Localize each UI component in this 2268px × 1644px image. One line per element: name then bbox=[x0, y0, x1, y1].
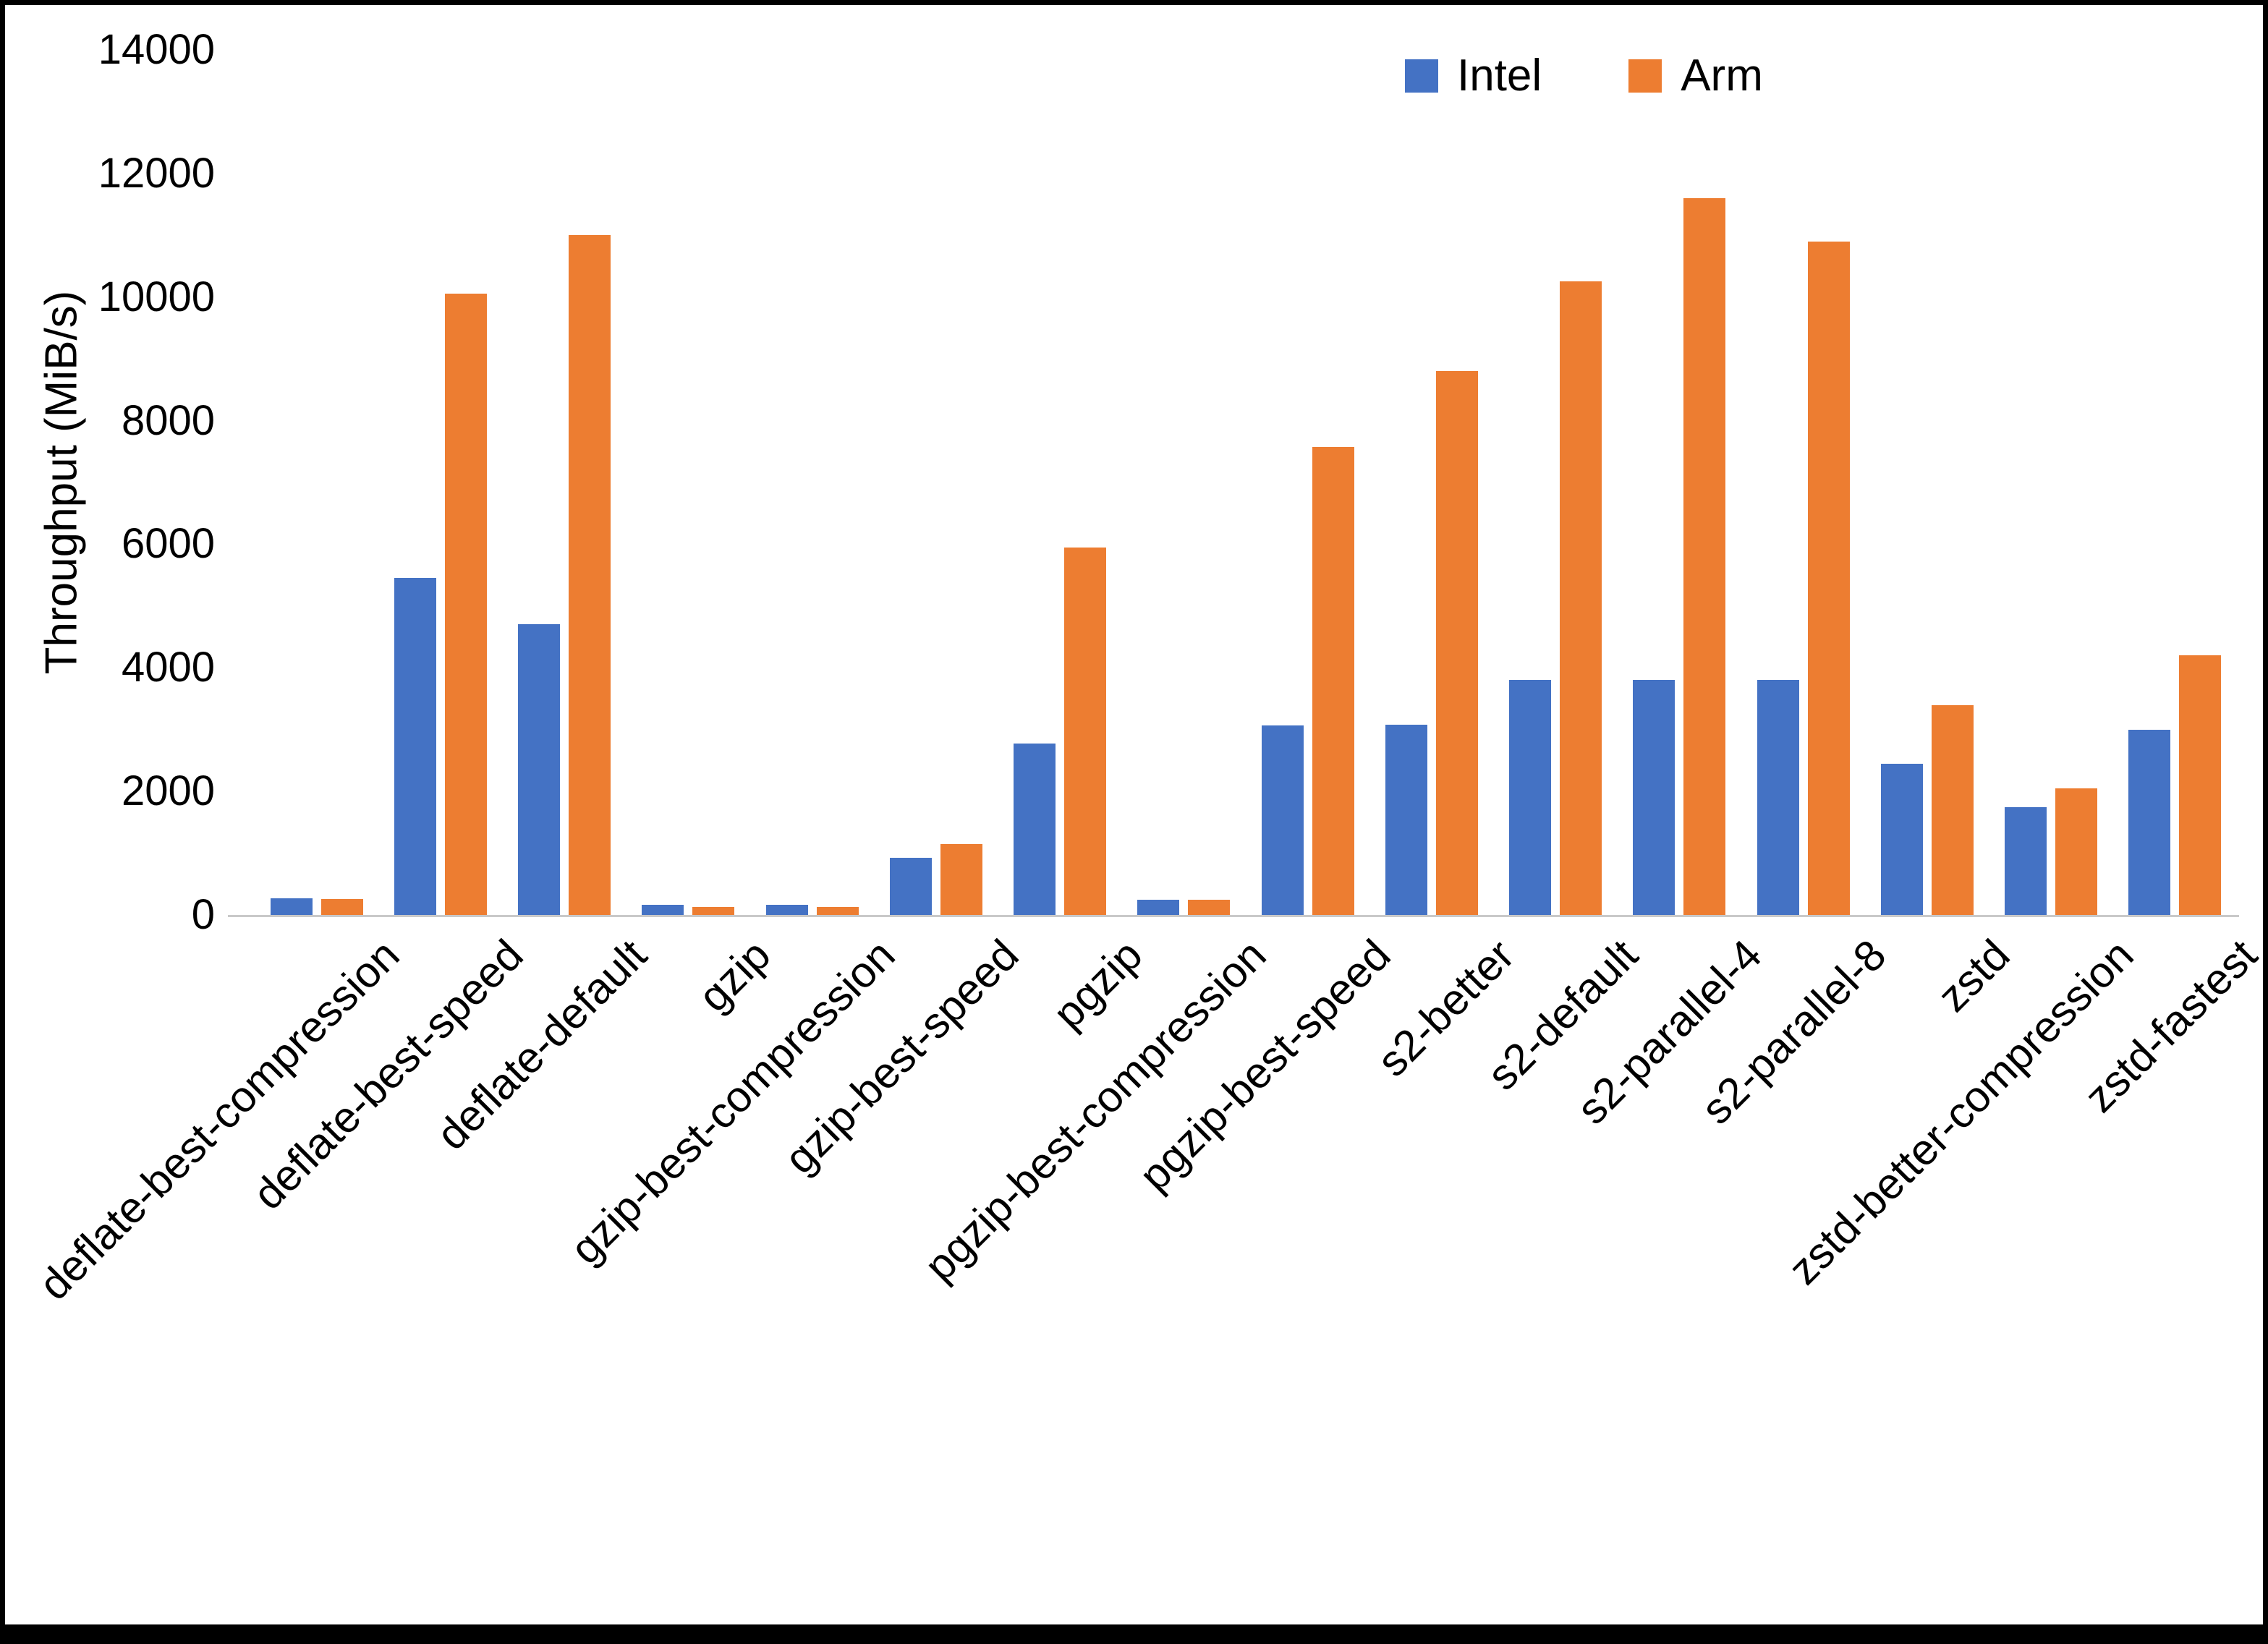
x-category-label: pgzip-best-speed bbox=[1129, 930, 1400, 1201]
bar-arm-pgzip-best-speed bbox=[1312, 447, 1354, 915]
bar-arm-gzip-best-speed bbox=[940, 843, 982, 915]
bar-intel-gzip-best-speed bbox=[889, 858, 932, 915]
bar-intel-deflate-best-compression bbox=[270, 898, 313, 915]
y-tick-label: 2000 bbox=[121, 767, 215, 815]
y-tick-label: 4000 bbox=[121, 644, 215, 691]
legend-label-arm: Arm bbox=[1681, 51, 1763, 101]
bar-intel-pgzip bbox=[1014, 743, 1056, 915]
legend-label-intel: Intel bbox=[1457, 51, 1542, 101]
bar-arm-zstd-fastest bbox=[2179, 655, 2222, 915]
y-axis-title: Throughput (MiB/s) bbox=[36, 290, 87, 675]
x-category-label: pgzip bbox=[1043, 930, 1152, 1039]
x-category-label: s2-parallel-8 bbox=[1691, 930, 1895, 1134]
bar-arm-zstd-better-compression bbox=[2055, 788, 2098, 915]
legend-swatch-arm bbox=[1628, 59, 1662, 93]
bar-intel-s2-default bbox=[1509, 680, 1552, 915]
bar-intel-s2-better bbox=[1385, 724, 1427, 915]
x-category-label: s2-default bbox=[1478, 930, 1647, 1099]
y-tick-label: 10000 bbox=[98, 273, 215, 320]
bar-intel-pgzip-best-speed bbox=[1261, 725, 1304, 915]
x-category-label: pgzip-best-compression bbox=[915, 930, 1276, 1291]
bar-arm-s2-parallel-8 bbox=[1807, 241, 1850, 915]
bar-arm-pgzip-best-compression bbox=[1188, 899, 1231, 915]
x-category-label: s2-better bbox=[1367, 930, 1524, 1086]
bar-arm-deflate-default bbox=[569, 235, 611, 915]
bar-intel-gzip bbox=[642, 905, 684, 915]
bar-arm-gzip-best-compression bbox=[816, 906, 859, 915]
y-tick-label: 6000 bbox=[121, 520, 215, 568]
bar-intel-deflate-best-speed bbox=[394, 578, 436, 915]
x-category-label: zstd-better-compression bbox=[1779, 930, 2143, 1294]
x-category-label: zstd bbox=[1928, 930, 2019, 1021]
bar-arm-zstd bbox=[1931, 704, 1974, 915]
bar-intel-zstd bbox=[1880, 763, 1923, 915]
bar-intel-s2-parallel-4 bbox=[1633, 680, 1675, 915]
x-category-label: zstd-fastest bbox=[2075, 930, 2267, 1122]
x-category-label: gzip-best-speed bbox=[775, 930, 1028, 1183]
bar-arm-deflate-best-speed bbox=[444, 294, 487, 915]
bar-intel-zstd-fastest bbox=[2128, 729, 2171, 915]
bar-arm-gzip bbox=[692, 906, 735, 915]
x-category-label: s2-parallel-4 bbox=[1568, 930, 1772, 1134]
y-tick-label: 14000 bbox=[98, 26, 215, 73]
legend-swatch-intel bbox=[1405, 59, 1438, 93]
bar-intel-pgzip-best-compression bbox=[1137, 899, 1180, 915]
x-category-label: gzip-best-compression bbox=[561, 930, 904, 1274]
bar-arm-s2-default bbox=[1560, 281, 1602, 915]
legend: Intel Arm bbox=[1405, 50, 1763, 101]
bar-arm-s2-parallel-4 bbox=[1683, 198, 1726, 915]
x-category-label: deflate-default bbox=[427, 930, 656, 1159]
y-tick-label: 8000 bbox=[121, 396, 215, 444]
bar-intel-s2-parallel-8 bbox=[1757, 680, 1799, 915]
bar-arm-s2-better bbox=[1435, 371, 1478, 915]
y-tick-label: 12000 bbox=[98, 149, 215, 197]
bar-arm-pgzip bbox=[1064, 547, 1107, 915]
bar-intel-deflate-default bbox=[518, 624, 561, 915]
bar-intel-gzip-best-compression bbox=[765, 905, 808, 915]
x-axis-line bbox=[228, 915, 2239, 917]
bar-arm-deflate-best-compression bbox=[320, 898, 363, 915]
bar-intel-zstd-better-compression bbox=[2005, 806, 2047, 915]
y-tick-label: 0 bbox=[191, 891, 215, 938]
x-category-label: gzip bbox=[689, 930, 781, 1021]
